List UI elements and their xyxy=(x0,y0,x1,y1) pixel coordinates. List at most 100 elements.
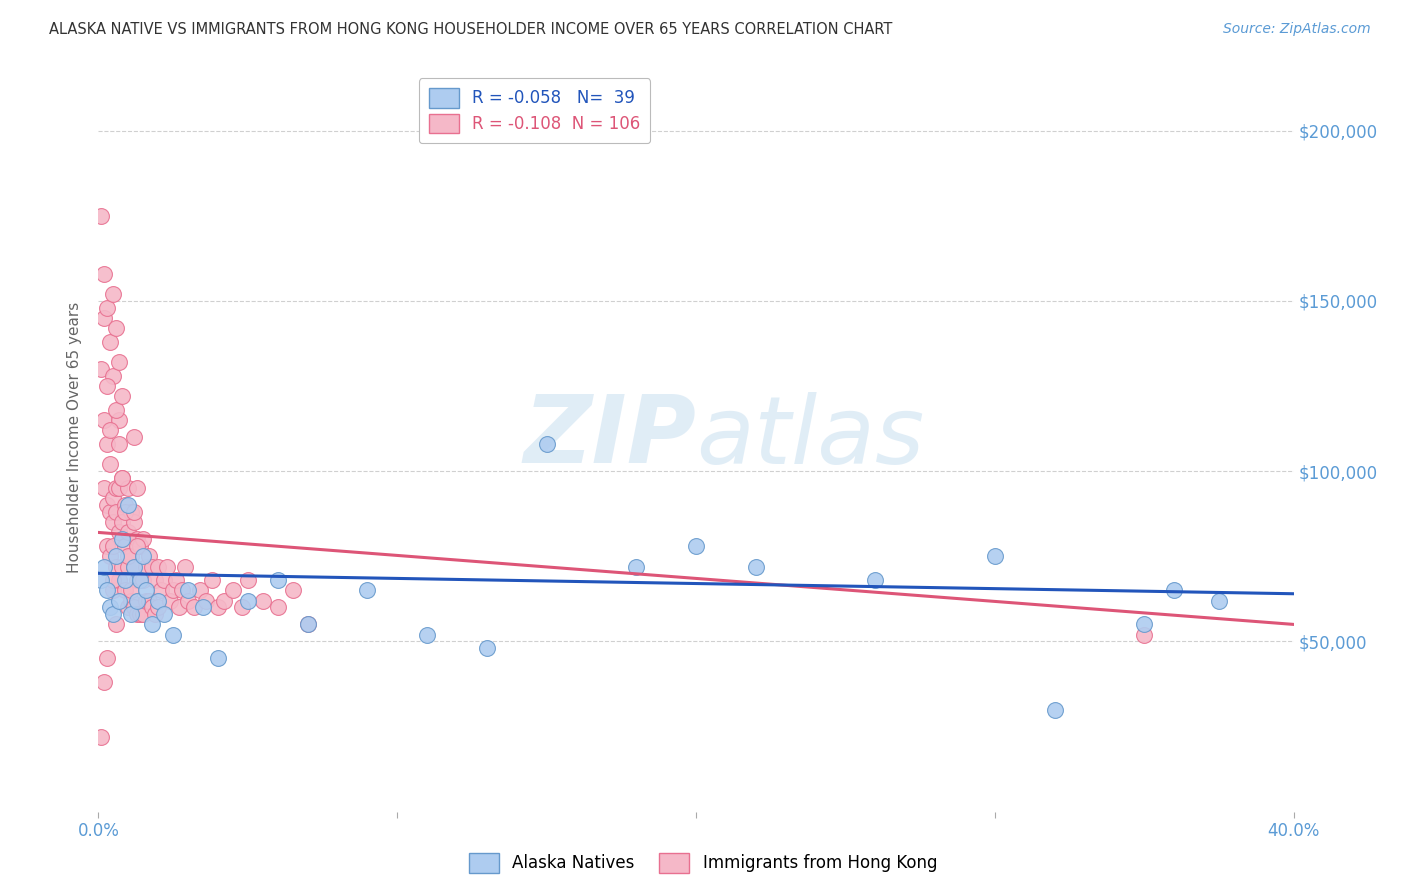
Text: ALASKA NATIVE VS IMMIGRANTS FROM HONG KONG HOUSEHOLDER INCOME OVER 65 YEARS CORR: ALASKA NATIVE VS IMMIGRANTS FROM HONG KO… xyxy=(49,22,893,37)
Point xyxy=(103,287,125,301)
Point xyxy=(103,368,125,383)
Point xyxy=(188,583,211,598)
Point xyxy=(108,525,131,540)
Point xyxy=(222,583,245,598)
Text: ZIP: ZIP xyxy=(523,391,696,483)
Point xyxy=(108,355,131,369)
Point xyxy=(201,573,224,587)
Point xyxy=(127,533,149,547)
Point xyxy=(150,583,173,598)
Point xyxy=(105,549,128,564)
Legend: R = -0.058   N=  39, R = -0.108  N = 106: R = -0.058 N= 39, R = -0.108 N = 106 xyxy=(419,78,651,144)
Point xyxy=(162,627,184,641)
Point xyxy=(141,559,163,574)
Point xyxy=(90,730,112,744)
Point xyxy=(183,600,205,615)
Point xyxy=(120,583,142,598)
Point xyxy=(231,600,253,615)
Point xyxy=(111,389,134,403)
Point xyxy=(745,559,768,574)
Point xyxy=(177,593,200,607)
Point xyxy=(174,559,197,574)
Point xyxy=(124,505,146,519)
Point xyxy=(138,593,160,607)
Point xyxy=(90,573,112,587)
Point xyxy=(135,559,157,574)
Point xyxy=(108,481,131,495)
Point xyxy=(195,593,218,607)
Point xyxy=(132,533,155,547)
Point xyxy=(114,505,136,519)
Point xyxy=(96,379,118,393)
Point xyxy=(236,593,259,607)
Point xyxy=(96,539,118,553)
Point xyxy=(103,573,125,587)
Point xyxy=(105,505,128,519)
Point xyxy=(96,583,118,598)
Point xyxy=(93,559,115,574)
Point xyxy=(127,539,149,553)
Point xyxy=(127,593,149,607)
Point xyxy=(1043,702,1066,716)
Point xyxy=(159,593,181,607)
Point xyxy=(124,515,146,529)
Point xyxy=(111,471,134,485)
Point xyxy=(98,423,122,437)
Point xyxy=(98,334,122,349)
Point xyxy=(120,607,142,622)
Point xyxy=(148,600,170,615)
Point xyxy=(98,458,122,472)
Point xyxy=(148,593,170,607)
Point xyxy=(1163,583,1185,598)
Point xyxy=(281,583,304,598)
Point xyxy=(120,593,142,607)
Point xyxy=(96,301,118,315)
Point xyxy=(117,525,139,540)
Point xyxy=(105,481,128,495)
Point xyxy=(111,533,134,547)
Point xyxy=(207,600,229,615)
Point xyxy=(105,617,128,632)
Point xyxy=(103,515,125,529)
Point xyxy=(98,505,122,519)
Point xyxy=(626,559,648,574)
Y-axis label: Householder Income Over 65 years: Householder Income Over 65 years xyxy=(67,301,83,573)
Point xyxy=(135,593,157,607)
Point xyxy=(129,539,152,553)
Point xyxy=(207,651,229,665)
Point xyxy=(129,607,152,622)
Point xyxy=(129,573,152,587)
Point xyxy=(297,617,319,632)
Point xyxy=(162,583,184,598)
Point xyxy=(114,573,136,587)
Point xyxy=(153,573,176,587)
Point xyxy=(1133,627,1156,641)
Point xyxy=(105,321,128,335)
Point xyxy=(129,573,152,587)
Point xyxy=(167,600,190,615)
Point xyxy=(475,641,498,656)
Point xyxy=(117,559,139,574)
Point xyxy=(90,362,112,376)
Point xyxy=(252,593,274,607)
Point xyxy=(103,583,125,598)
Point xyxy=(108,593,131,607)
Point xyxy=(93,481,115,495)
Point xyxy=(177,583,200,598)
Point xyxy=(108,437,131,451)
Point xyxy=(114,498,136,512)
Point xyxy=(98,549,122,564)
Point xyxy=(172,583,194,598)
Point xyxy=(132,549,155,564)
Point xyxy=(135,583,157,598)
Point xyxy=(124,430,146,444)
Point xyxy=(124,559,146,574)
Point xyxy=(236,573,259,587)
Point xyxy=(124,559,146,574)
Point xyxy=(120,505,142,519)
Point xyxy=(153,607,176,622)
Point xyxy=(1208,593,1230,607)
Point xyxy=(143,607,166,622)
Point xyxy=(96,437,118,451)
Point xyxy=(138,549,160,564)
